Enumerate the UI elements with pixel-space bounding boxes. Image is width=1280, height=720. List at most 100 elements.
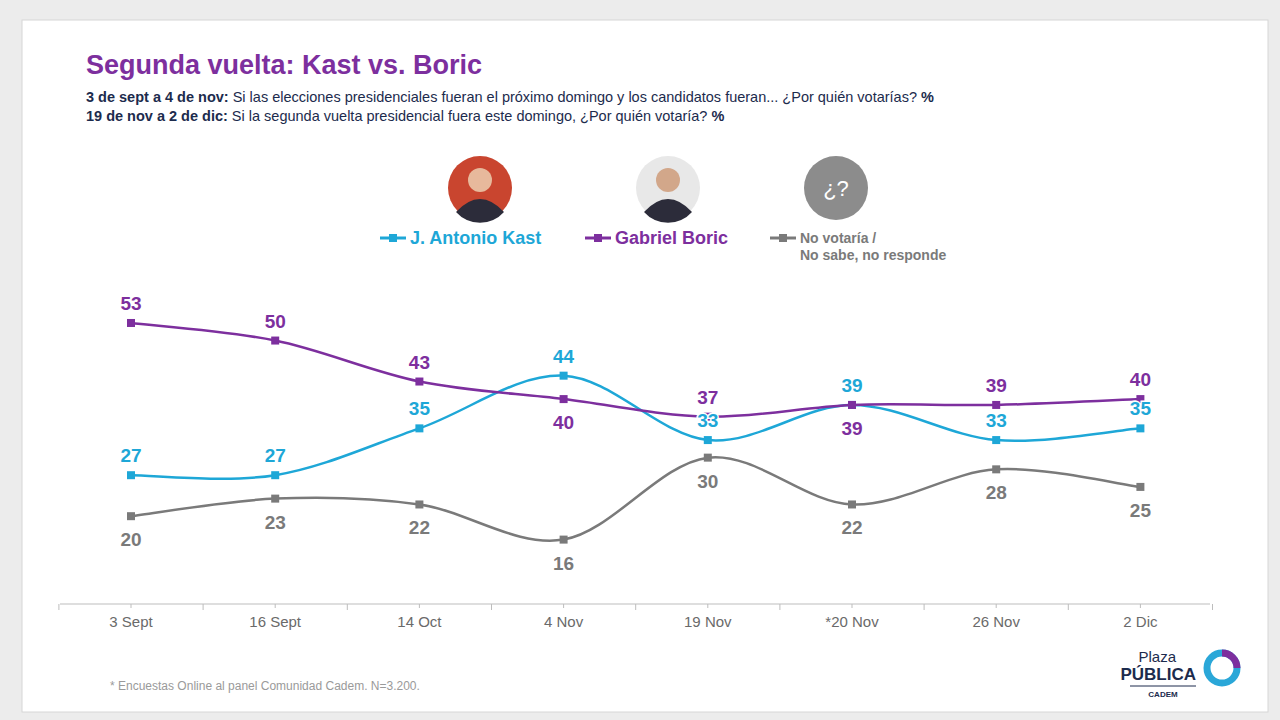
- x-tick: [563, 604, 564, 608]
- x-tick: [1140, 604, 1141, 608]
- x-axis-separator: [779, 604, 780, 610]
- x-axis-separator: [924, 604, 925, 610]
- series-marker: [127, 512, 135, 520]
- series-marker: [415, 500, 423, 508]
- x-tick: [707, 604, 708, 608]
- x-tick-label: *20 Nov: [825, 613, 879, 630]
- series-marker: [271, 495, 279, 503]
- data-label: 30: [697, 471, 718, 492]
- subtitle: 19 de nov a 2 de dic: Si la segunda vuel…: [86, 108, 724, 124]
- data-label: 35: [1130, 398, 1152, 419]
- subtitle-text: Si las elecciones presidenciales fueran …: [229, 89, 921, 105]
- series-marker: [415, 378, 423, 386]
- data-label: 27: [120, 445, 141, 466]
- legend-label: Gabriel Boric: [615, 228, 728, 248]
- series-marker: [1136, 483, 1144, 491]
- logo-rule: [1130, 686, 1196, 687]
- x-tick: [852, 604, 853, 608]
- subtitle-unit: %: [921, 89, 934, 105]
- series-marker: [1136, 424, 1144, 432]
- data-label: 22: [841, 517, 862, 538]
- series-marker: [560, 395, 568, 403]
- legend-swatch-marker: [594, 234, 602, 242]
- plot-area: [127, 319, 1144, 544]
- data-label: 23: [265, 512, 286, 533]
- data-label: 43: [409, 352, 430, 373]
- logo-ring: [1207, 653, 1237, 683]
- logo-text: PÚBLICA: [1120, 665, 1196, 684]
- legend-label-line: No votaría /: [800, 230, 876, 246]
- series-marker: [992, 401, 1000, 409]
- series-marker: [848, 401, 856, 409]
- legend-label-line: J. Antonio Kast: [410, 228, 541, 248]
- x-tick: [419, 604, 420, 608]
- unknown-icon: [804, 156, 868, 220]
- x-tick-label: 16 Sept: [249, 613, 302, 630]
- x-tick-label: 2 Dic: [1123, 613, 1158, 630]
- subtitle-head: 19 de nov a 2 de dic:: [86, 108, 228, 124]
- data-label: 39: [841, 418, 862, 439]
- logo: PlazaPÚBLICA CADEM: [1120, 648, 1237, 699]
- x-tick-label: 19 Nov: [684, 613, 732, 630]
- series-marker: [127, 471, 135, 479]
- data-label: 33: [697, 410, 718, 431]
- legend-icon: ¿?: [804, 156, 868, 220]
- series-marker: [848, 401, 856, 409]
- data-label: 28: [986, 482, 1007, 503]
- portrait-body: [644, 199, 692, 223]
- subtitle-head: 3 de sept a 4 de nov:: [86, 89, 229, 105]
- data-label: 35: [409, 398, 431, 419]
- x-axis-separator: [203, 604, 204, 610]
- x-tick-label: 4 Nov: [544, 613, 584, 630]
- series-marker: [704, 454, 712, 462]
- x-tick: [996, 604, 997, 608]
- x-axis-separator: [1212, 604, 1213, 610]
- portrait-head: [468, 168, 492, 192]
- legend-label: J. Antonio Kast: [410, 228, 541, 248]
- footnote: * Encuestas Online al panel Comunidad Ca…: [110, 679, 420, 693]
- legend-label: No votaría /No sabe, no responde: [800, 230, 946, 263]
- x-tick: [275, 604, 276, 608]
- x-tick-label: 3 Sept: [109, 613, 153, 630]
- legend-label-line: Gabriel Boric: [615, 228, 728, 248]
- series-marker: [127, 319, 135, 327]
- x-axis-separator: [1068, 604, 1069, 610]
- legend-swatch-marker: [389, 234, 397, 242]
- slide: [22, 20, 1268, 712]
- series-line: [131, 323, 1140, 417]
- series-marker: [704, 436, 712, 444]
- portrait-body: [456, 199, 504, 223]
- series-marker: [271, 337, 279, 345]
- data-label: 37: [697, 387, 718, 408]
- series-marker: [992, 465, 1000, 473]
- x-tick-label: 26 Nov: [972, 613, 1020, 630]
- logo-ring-accent: [1222, 653, 1237, 668]
- x-axis-separator: [491, 604, 492, 610]
- series-marker: [992, 436, 1000, 444]
- series-line: [131, 376, 1140, 479]
- x-axis-separator: [347, 604, 348, 610]
- title: Segunda vuelta: Kast vs. Boric: [86, 50, 482, 80]
- series-marker: [848, 500, 856, 508]
- data-label: 33: [986, 410, 1007, 431]
- data-label: 27: [265, 445, 286, 466]
- unknown-icon-text: ¿?: [823, 176, 849, 201]
- logo-text: CADEM: [1148, 690, 1178, 699]
- series-marker: [415, 424, 423, 432]
- x-tick-label: 14 Oct: [397, 613, 442, 630]
- data-label: 40: [553, 412, 574, 433]
- logo-text: Plaza: [1138, 648, 1176, 665]
- series-marker: [560, 372, 568, 380]
- x-axis: [60, 603, 1210, 604]
- x-axis-separator: [58, 604, 59, 610]
- x-tick: [131, 604, 132, 608]
- data-label: 39: [841, 375, 862, 396]
- subtitle-unit: %: [711, 108, 724, 124]
- data-label: 39: [986, 375, 1007, 396]
- series-marker: [271, 471, 279, 479]
- data-label: 16: [553, 553, 574, 574]
- x-axis-separator: [635, 604, 636, 610]
- legend-label-line: No sabe, no responde: [800, 247, 946, 263]
- series-line: [131, 457, 1140, 541]
- data-label: 25: [1130, 500, 1152, 521]
